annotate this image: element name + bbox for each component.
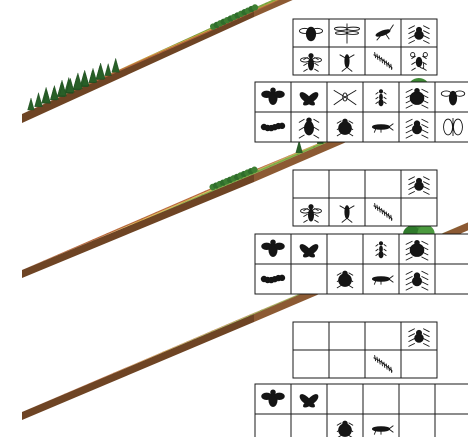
table-cell bbox=[292, 169, 330, 199]
butterfly-icon bbox=[299, 92, 319, 106]
table-cell bbox=[364, 197, 402, 227]
table-cell bbox=[364, 349, 402, 379]
spider-icon bbox=[408, 25, 430, 44]
table-cell bbox=[292, 321, 330, 351]
ant-icon bbox=[375, 241, 387, 259]
table-cell bbox=[434, 383, 468, 415]
table-cell bbox=[254, 413, 292, 437]
table-cell bbox=[328, 321, 366, 351]
housefly-icon bbox=[261, 389, 285, 407]
ant-icon bbox=[375, 89, 387, 107]
conifer-tree bbox=[81, 72, 90, 86]
conifer-tree bbox=[95, 62, 106, 80]
earwig-icon bbox=[371, 123, 394, 133]
lacewing-icon bbox=[443, 118, 463, 136]
spider-icon bbox=[408, 328, 430, 347]
forest-patch bbox=[27, 57, 120, 111]
centipede-icon bbox=[373, 203, 393, 221]
orchard-row bbox=[273, 0, 279, 3]
mayfly-icon bbox=[339, 54, 355, 72]
earwig-icon bbox=[371, 425, 394, 435]
table-cell bbox=[364, 321, 402, 351]
wasp-icon bbox=[300, 204, 322, 223]
insect-table-2-1 bbox=[292, 169, 438, 227]
hedgerow bbox=[210, 4, 259, 30]
bee-icon bbox=[440, 90, 466, 106]
conifer-tree bbox=[59, 82, 67, 96]
fly-icon bbox=[299, 26, 323, 42]
table-cell bbox=[292, 349, 330, 379]
caterpillar-icon bbox=[260, 122, 286, 132]
table-cell bbox=[290, 263, 328, 295]
table-cell bbox=[434, 111, 468, 143]
table-cell bbox=[328, 349, 366, 379]
soil-front-edge bbox=[22, 314, 254, 420]
scorpion-icon bbox=[410, 52, 428, 71]
table-cell bbox=[364, 46, 402, 76]
spider-icon bbox=[405, 270, 429, 291]
table-cell bbox=[400, 197, 438, 227]
housefly-icon bbox=[261, 87, 285, 105]
table-cell bbox=[434, 263, 468, 295]
insect-table-1-1 bbox=[292, 18, 438, 76]
earwig-icon bbox=[371, 275, 394, 285]
insect-table-3-2 bbox=[254, 383, 468, 437]
conifer-tree bbox=[34, 91, 43, 107]
insect-table-2-2 bbox=[254, 233, 468, 295]
soil-side-edge bbox=[254, 0, 293, 17]
insect-tables bbox=[254, 18, 468, 437]
ladybug-icon bbox=[336, 118, 354, 137]
table-cell bbox=[326, 233, 364, 265]
conifer-tree bbox=[104, 62, 112, 76]
butterfly-icon bbox=[299, 394, 319, 408]
insect-table-1-2 bbox=[254, 81, 468, 143]
centipede-icon bbox=[373, 52, 393, 70]
grasshopper-icon bbox=[375, 24, 394, 41]
conifer-tree bbox=[43, 90, 51, 104]
bare-soil-texture bbox=[22, 287, 314, 412]
beetle-icon bbox=[298, 117, 320, 139]
table-cell bbox=[364, 169, 402, 199]
ladybug-icon bbox=[336, 270, 354, 289]
insect-table-3-1 bbox=[292, 321, 438, 379]
wasp-icon bbox=[300, 53, 322, 72]
mayfly-icon bbox=[339, 205, 355, 223]
butterfly-icon bbox=[299, 244, 319, 258]
water-strider-icon bbox=[333, 89, 357, 106]
ladybug-icon bbox=[336, 420, 354, 437]
tick-icon bbox=[405, 87, 429, 109]
conifer-tree bbox=[111, 57, 120, 73]
conifer-tree bbox=[66, 77, 75, 93]
spider-icon bbox=[405, 118, 429, 139]
conifer-tree bbox=[73, 72, 83, 90]
table-cell bbox=[434, 413, 468, 437]
crop-field-furrows bbox=[98, 307, 268, 380]
table-cell bbox=[328, 169, 366, 199]
table-cell bbox=[326, 383, 364, 415]
table-cell bbox=[398, 413, 436, 437]
centipede-icon bbox=[373, 355, 393, 373]
tick-icon bbox=[405, 239, 429, 261]
soil-front-edge bbox=[22, 174, 254, 278]
spider-icon bbox=[408, 176, 430, 195]
housefly-icon bbox=[261, 239, 285, 257]
table-cell bbox=[434, 233, 468, 265]
orchard-row bbox=[260, 0, 278, 9]
table-cell bbox=[400, 349, 438, 379]
table-cell bbox=[362, 383, 400, 415]
dragonfly-icon bbox=[333, 23, 361, 44]
conifer-tree bbox=[27, 97, 35, 111]
landscape-1 bbox=[22, 0, 293, 123]
conifer-tree bbox=[88, 67, 98, 83]
hedgerow bbox=[209, 166, 258, 191]
table-cell bbox=[290, 413, 328, 437]
table-cell bbox=[398, 383, 436, 415]
conifer-tree bbox=[295, 140, 303, 154]
orchard-row bbox=[266, 0, 279, 6]
conifer-tree bbox=[50, 84, 59, 100]
caterpillar-icon bbox=[260, 274, 286, 284]
